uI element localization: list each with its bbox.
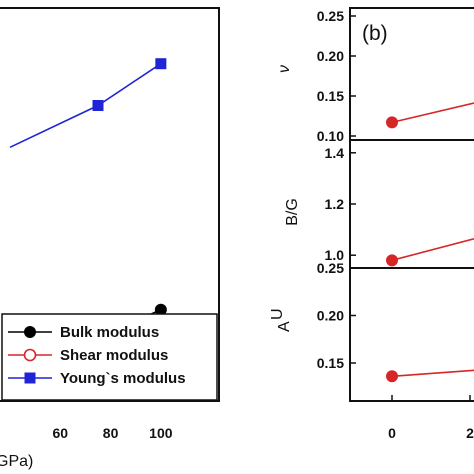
- right-x-tick-label: 2: [466, 425, 474, 441]
- au-y-tick-label: 0.15: [317, 355, 344, 371]
- nu-point: [386, 116, 398, 129]
- young-s-modulus-legend-label: Young`s modulus: [60, 370, 186, 387]
- left-x-tick-label: 60: [52, 425, 68, 441]
- right-plot-frame: [349, 7, 474, 402]
- bg-y-tick-label: 1.2: [325, 196, 345, 212]
- young-s-modulus-point: [155, 58, 167, 70]
- left-x-axis-label: GPa): [0, 453, 33, 470]
- nu-axis-label: ν: [276, 65, 293, 73]
- bulk-modulus-legend-label: Bulk modulus: [60, 324, 159, 341]
- nu-y-tick-label: 0.15: [317, 88, 344, 104]
- bg-point: [386, 254, 398, 267]
- left-x-tick-label: 80: [103, 425, 119, 441]
- legend-frame: [1, 313, 218, 401]
- au-line: [391, 369, 474, 378]
- legend: Bulk modulus Shear modulus Young`s modulus: [1, 313, 218, 401]
- right-x-tick-label: 0: [388, 425, 396, 441]
- right-axes: 0.100.150.200.251.01.21.40.150.200.250 2: [317, 8, 474, 441]
- au-series: [386, 369, 474, 383]
- au-point: [386, 370, 398, 383]
- bg-y-tick-label: 1.0: [325, 247, 345, 263]
- nu-y-tick-label: 0.25: [317, 8, 344, 24]
- right-series-group: [386, 102, 474, 383]
- panel-tag-b: (b): [362, 22, 388, 45]
- nu-line: [391, 102, 474, 124]
- young-s-modulus-legend-marker: [24, 372, 36, 384]
- young-s-modulus-line: [9, 63, 162, 149]
- au-axis-label-sup: U: [269, 308, 286, 320]
- left-plot-frame: [0, 7, 220, 402]
- au-y-tick-label: 0.25: [317, 260, 344, 276]
- young-s-modulus-point: [92, 100, 104, 111]
- left-x-tick-label: 100: [149, 425, 173, 441]
- bg-axis-label: B/G: [284, 198, 301, 226]
- shear-modulus-legend-label: Shear modulus: [60, 347, 168, 364]
- left-panel: 60 80 100 GPa) Bulk modulus Shear modulus Yo…: [0, 7, 220, 470]
- au-axis-label: A U: [269, 308, 293, 332]
- bg-y-tick-label: 1.4: [325, 145, 345, 161]
- nu-y-tick-label: 0.10: [317, 128, 344, 144]
- au-axis-label-main: A: [276, 321, 293, 332]
- nu-series: [386, 102, 474, 129]
- right-panel: (b) ν B/G A U 0.100.150.200.251.01.21.40…: [269, 7, 474, 441]
- young-s-modulus-series: [9, 58, 167, 149]
- au-y-tick-label: 0.20: [317, 308, 344, 324]
- nu-y-tick-label: 0.20: [317, 48, 344, 64]
- bg-line: [391, 238, 474, 262]
- bg-series: [386, 238, 474, 267]
- bulk-modulus-legend-marker: [24, 326, 36, 338]
- shear-modulus-legend-marker: [23, 348, 37, 362]
